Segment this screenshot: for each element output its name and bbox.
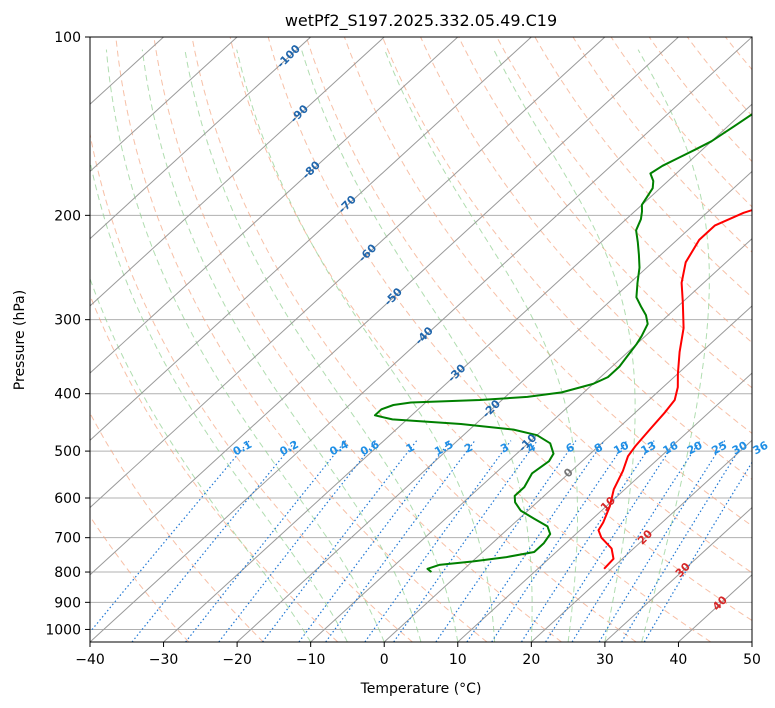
moist-adiabat: [301, 49, 533, 642]
temperature-profile-line: [597, 209, 752, 570]
isotherm-line: [90, 37, 238, 173]
y-tick-label: 800: [54, 565, 81, 581]
isotherm-line: [604, 506, 752, 642]
mixing-ratio-line: [393, 440, 538, 642]
mixing-ratio-line: [520, 440, 655, 642]
chart-title: wetPf2_S197.2025.332.05.49.C19: [285, 11, 557, 31]
x-tick-label: 0: [380, 652, 389, 668]
moist-adiabat: [90, 158, 348, 642]
moist-adiabat: [141, 49, 422, 642]
x-axis-label: Temperature (°C): [360, 681, 482, 697]
dry-adiabat: [343, 37, 752, 527]
y-tick-label: 700: [54, 531, 81, 547]
mixing-ratio-label: 13: [639, 439, 659, 458]
x-tick-label: 40: [670, 652, 688, 668]
x-tick-label: 20: [522, 652, 540, 668]
dry-adiabat: [90, 131, 413, 642]
isotherm-line: [457, 372, 752, 642]
background-lines: [90, 37, 752, 642]
isotherm-line: [90, 37, 385, 307]
plot-area: [90, 37, 752, 642]
mixing-ratio-label: 16: [661, 439, 681, 458]
mixing-ratio-line: [435, 440, 577, 642]
mixing-ratio-line: [131, 440, 297, 642]
mixing-ratio-line: [185, 440, 347, 642]
isotherm-line: [383, 305, 752, 642]
dry-adiabat: [90, 412, 264, 642]
y-tick-label: 900: [54, 595, 81, 611]
mixing-ratio-line: [621, 440, 746, 642]
mixing-ratio-line: [598, 440, 726, 642]
isotherm-line: [236, 170, 752, 642]
mixing-ratio-label: 30: [730, 439, 750, 458]
x-tick-label: −10: [296, 652, 326, 668]
mixing-ratio-line: [364, 440, 512, 642]
moist-adiabat: [384, 49, 578, 642]
moist-adiabat: [184, 49, 459, 642]
mixing-ratio-line: [325, 440, 476, 642]
y-tick-label: 1000: [45, 622, 81, 638]
dry-adiabat: [534, 37, 752, 298]
dry-adiabat: [648, 37, 752, 163]
dewpoint-profile-line: [373, 113, 752, 573]
moist-adiabat: [493, 49, 636, 642]
moist-adiabat: [637, 49, 710, 642]
dry-adiabat: [420, 37, 752, 435]
dry-adiabat: [191, 37, 637, 642]
moist-adiabat: [236, 49, 496, 642]
y-tick-label: 200: [54, 208, 81, 224]
x-tick-label: −20: [222, 652, 252, 668]
y-tick-label: 500: [54, 444, 81, 460]
dry-adiabat: [229, 37, 712, 642]
axes: −40 −30 −20 −10 0 10 20 30 40 50 100 200 300 400 500 60…: [45, 30, 761, 668]
dry-adiabat: [153, 37, 562, 642]
mixing-ratio-line: [466, 440, 605, 642]
plot-frame: [89, 36, 753, 643]
x-tick-label: −30: [149, 652, 179, 668]
dry-adiabat: [572, 37, 752, 253]
y-tick-label: 100: [54, 30, 81, 46]
isotherm-line: [310, 237, 752, 642]
x-tick-label: 30: [596, 652, 614, 668]
dry-adiabat: [115, 37, 488, 642]
y-tick-label: 600: [54, 491, 81, 507]
mixing-ratio-line: [643, 461, 752, 642]
isotherm-line: [530, 439, 752, 642]
x-tick-label: 10: [449, 652, 467, 668]
isotherm-line: [90, 37, 312, 240]
mixing-ratio-line: [491, 440, 628, 642]
y-tick-label: 300: [54, 313, 81, 329]
mixing-ratio-label: 10: [611, 439, 631, 458]
mixing-ratio-label: 36: [751, 439, 771, 458]
dry-adiabat: [305, 37, 752, 574]
mixing-ratio-line: [218, 440, 377, 642]
dry-adiabat: [496, 37, 752, 344]
isotherm-line: [90, 37, 532, 442]
isotherm-line: [90, 37, 606, 509]
y-tick-label: 400: [54, 387, 81, 403]
mixing-ratio-label: 25: [710, 439, 730, 458]
x-tick-label: −40: [75, 652, 105, 668]
mixing-ratio-label: 20: [685, 439, 705, 458]
y-axis-label: Pressure (hPa): [12, 290, 28, 390]
dry-adiabat: [458, 37, 752, 389]
isotherm-line: [90, 37, 752, 642]
x-tick-label: 50: [743, 652, 761, 668]
profiles: [373, 113, 752, 573]
isotherm-line: [90, 37, 679, 576]
isotherm-line: [90, 37, 459, 374]
